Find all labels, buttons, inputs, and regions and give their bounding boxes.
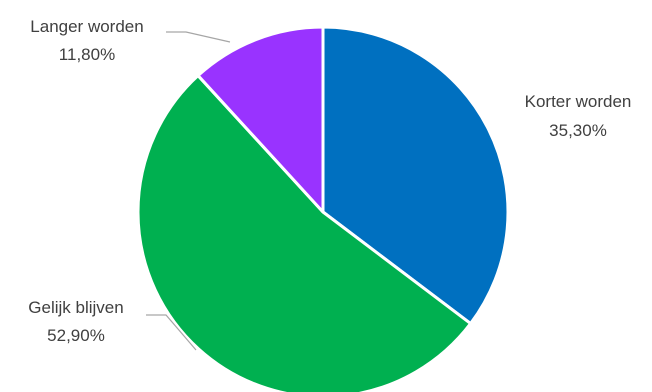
label-langer-worden-name: Langer worden: [30, 17, 143, 36]
slice-labels: Korter worden 35,30% Gelijk blijven 52,9…: [28, 17, 631, 345]
label-langer-worden-value: 11,80%: [59, 45, 115, 64]
label-korter-worden-name: Korter worden: [525, 92, 632, 111]
leader-lines: [146, 31, 231, 351]
slice-langer-worden: [196, 25, 325, 214]
pie-slices: [136, 25, 510, 392]
slice-gelijk-blijven: [136, 74, 473, 392]
label-gelijk-blijven-value: 52,90%: [47, 326, 105, 345]
leader-line-langer-worden: [166, 31, 231, 43]
leader-line-gelijk-blijven: [146, 314, 197, 351]
label-korter-worden-value: 35,30%: [549, 121, 607, 140]
label-gelijk-blijven-name: Gelijk blijven: [28, 298, 123, 317]
slice-korter-worden: [321, 25, 510, 326]
